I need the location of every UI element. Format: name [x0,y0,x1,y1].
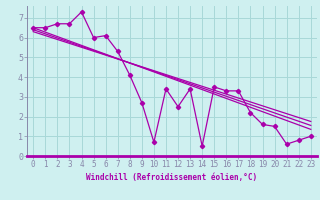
X-axis label: Windchill (Refroidissement éolien,°C): Windchill (Refroidissement éolien,°C) [86,173,258,182]
